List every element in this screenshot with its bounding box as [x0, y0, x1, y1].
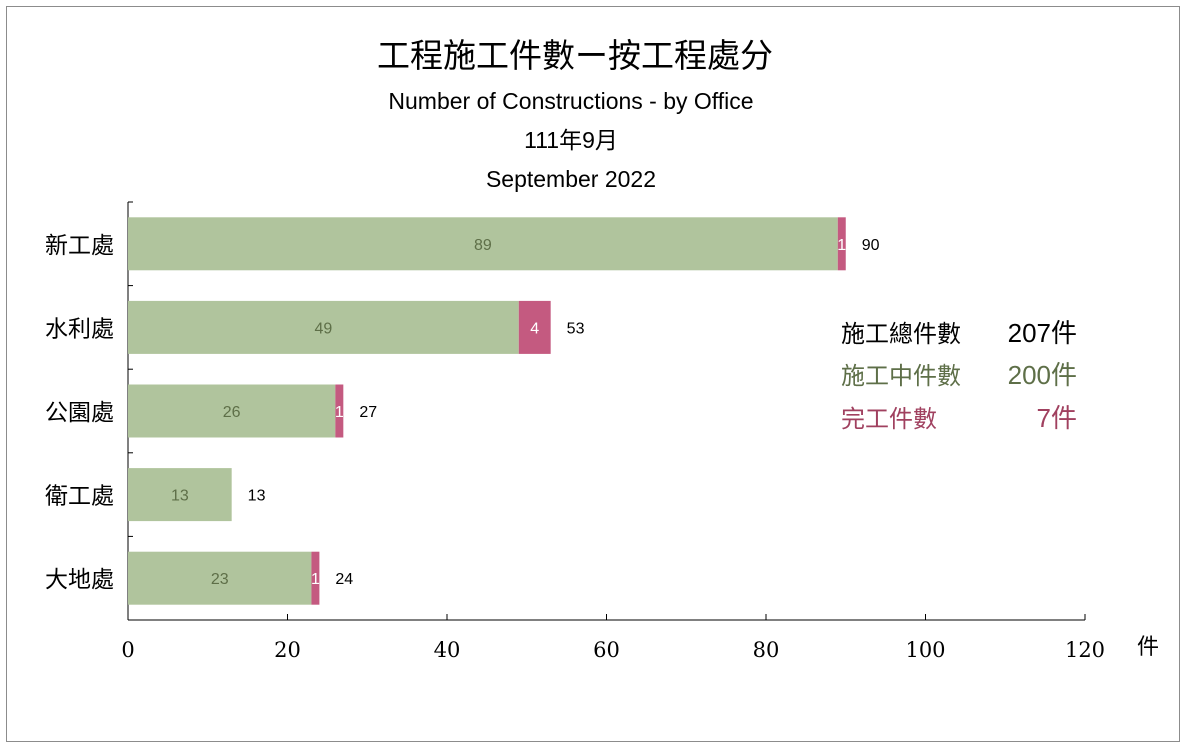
category-label: 衛工處 [45, 484, 114, 510]
bar-ongoing [128, 300, 519, 354]
chart-subtitle-en: Number of Constructions - by Office [388, 88, 753, 114]
summary-ongoing-value: 200件 [1008, 360, 1077, 390]
x-tick-label: 80 [753, 638, 780, 662]
bar-ongoing [128, 551, 312, 605]
x-tick-label: 60 [593, 638, 620, 662]
chart-period-en: September 2022 [486, 166, 656, 192]
bar-ongoing [128, 384, 336, 438]
category-label: 大地處 [45, 567, 114, 593]
x-tick-label: 0 [121, 638, 134, 662]
x-tick-label: 20 [274, 638, 301, 662]
summary-legend: 施工總件數 207件 施工中件數 200件 完工件數 7件 [841, 318, 1077, 433]
data-label-total: 90 [862, 237, 880, 254]
x-tick-label: 100 [905, 638, 945, 662]
data-label-ongoing: 49 [314, 320, 332, 337]
summary-total-label: 施工總件數 [841, 320, 961, 348]
summary-completed-label: 完工件數 [841, 405, 937, 433]
bar-completed [837, 217, 846, 271]
data-label-completed: 1 [335, 404, 344, 421]
x-tick-label: 120 [1065, 638, 1105, 662]
summary-total-value: 207件 [1008, 318, 1077, 348]
category-label: 公園處 [45, 400, 114, 426]
data-label-ongoing: 13 [171, 488, 189, 505]
data-label-ongoing: 23 [211, 571, 229, 588]
plot-area: 0 20 40 60 80 100 120 件 新工處 89 1 90 水利處 49 4 53 公園處 26 1 27… [45, 201, 1159, 662]
data-label-completed: 1 [837, 237, 846, 254]
bar-completed [518, 300, 551, 354]
x-tick-label: 40 [434, 638, 461, 662]
data-label-total: 27 [359, 404, 377, 421]
chart-title: 工程施工件數ー按工程處分 [377, 36, 773, 75]
bar-completed [335, 384, 344, 438]
category-label: 水利處 [45, 316, 114, 342]
data-label-total: 53 [567, 320, 585, 337]
bar-ongoing [128, 217, 838, 271]
data-label-total: 24 [335, 571, 353, 588]
data-label-ongoing: 89 [474, 237, 492, 254]
chart-period-zh: 111年9月 [524, 127, 618, 153]
bar-completed [311, 551, 320, 605]
category-label: 新工處 [45, 233, 114, 259]
data-label-ongoing: 26 [223, 404, 241, 421]
chart-frame: 工程施工件數ー按工程處分 Number of Constructions - b… [6, 6, 1180, 742]
data-label-completed: 1 [311, 571, 320, 588]
data-label-total: 13 [248, 488, 266, 505]
bar-ongoing [128, 468, 232, 522]
summary-ongoing-label: 施工中件數 [841, 362, 961, 390]
x-unit-label: 件 [1137, 635, 1159, 660]
chart-svg: 工程施工件數ー按工程處分 Number of Constructions - b… [45, 36, 1159, 662]
summary-completed-value: 7件 [1037, 403, 1077, 433]
data-label-completed: 4 [530, 320, 539, 337]
